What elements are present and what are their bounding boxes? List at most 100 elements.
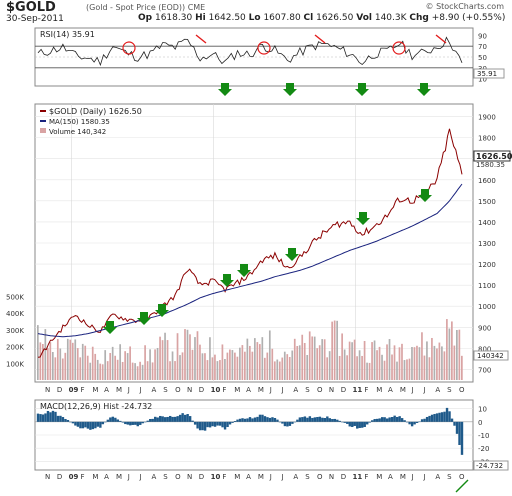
volume-bar [321,339,324,380]
volume-bar [219,360,221,380]
volume-bar [421,332,423,380]
macd-hist-bar [59,415,62,422]
green-arrow-icon [103,321,117,334]
macd-hist-bar [443,411,446,422]
rsi-legend: RSI(14) 35.91 [40,30,95,39]
x-tick-label: M [258,473,264,481]
macd-hist-bar [413,421,416,425]
x-tick-label: O [459,386,465,394]
green-arrow-icon [155,304,169,317]
macd-hist-bar [211,421,214,427]
green-arrow-icon [355,83,369,96]
x-tick-label: M [234,473,240,481]
volume-bar [318,345,321,380]
price-tick-label: 1500 [478,198,496,206]
volume-bar [181,352,184,380]
volume-bar [39,342,42,380]
x-tick-label: A [388,386,393,394]
macd-hist-bar [353,421,356,426]
macd-hist-bar [308,416,312,422]
volume-bar [371,342,373,380]
volume-bar [408,358,411,380]
x-tick-label: 10 [211,473,221,481]
volume-legend: Volume 140,342 [49,128,106,136]
volume-bar [151,362,154,380]
macd-hist-bar [311,417,314,422]
x-tick-label: N [329,473,334,481]
macd-hist-bar [368,421,371,423]
macd-hist-bar [168,415,172,422]
red-circle-mark [122,41,136,55]
red-slash-mark [195,34,207,44]
volume-bar [416,345,418,380]
volume-bar [189,334,191,380]
macd-hist-bar [400,418,404,422]
macd-hist-bar [388,417,391,422]
macd-hist-bar [159,415,162,422]
rsi-value-badge: 35.91 [477,70,497,78]
red-circle-mark [257,41,271,55]
volume-value: 140.3K [374,13,407,23]
volume-bar [51,352,54,380]
annotation-marks [103,34,469,493]
macd-hist-bar [231,421,234,423]
x-tick-label: 09 [69,386,79,394]
volume-bar [91,346,94,380]
volume-bar [144,345,146,380]
x-tick-label: J [411,386,414,394]
x-tick-label: 11 [353,473,363,481]
x-tick-label: M [376,386,382,394]
macd-hist-bar [71,421,75,424]
volume-bar [451,321,453,380]
macd-value-badge: -24.732 [476,462,503,470]
x-tick-label: S [447,386,452,394]
macd-hist-bar [61,417,65,422]
volume-bar [104,350,107,380]
volume-bar [46,348,49,380]
volume-bar [169,361,171,380]
volume-bar [276,359,279,380]
macd-hist-bar [149,419,152,422]
volume-legend-swatch [40,128,46,133]
volume-bar [114,355,117,380]
macd-hist-bar [136,421,139,427]
price-tick-label: 900 [478,324,491,332]
macd-hist-bar [79,421,82,429]
macd-hist-bar [104,421,107,423]
macd-hist-bar [283,421,287,427]
volume-bar [184,329,186,380]
volume-bar [166,340,169,380]
macd-hist-bar [306,417,309,422]
x-tick-label: 11 [353,386,363,394]
volume-bar [109,352,112,380]
macd-hist-bar [228,421,232,425]
macd-hist-bar [313,417,317,422]
volume-bar [393,345,396,380]
high-label: Hi [195,13,206,23]
macd-hist-bar [161,416,164,422]
macd-hist-bar [173,416,177,422]
x-tick-label: F [364,386,368,394]
macd-hist-bar [41,414,45,422]
macd-hist-bar [371,420,374,422]
macd-hist-bar [408,421,411,425]
x-tick-label: A [293,473,298,481]
x-tick-label: O [459,473,465,481]
macd-hist-bar [223,421,227,430]
volume-bar [129,346,131,380]
volume-bar [278,361,281,380]
volume-bar [249,345,251,380]
change-value: +8.90 (+0.55%) [431,13,506,23]
macd-hist-bar [44,413,47,422]
volume-bar [376,350,378,380]
volume-bar [253,338,256,380]
volume-bar [331,321,334,380]
price-tick-label: 1100 [478,282,496,290]
macd-hist-bar [86,421,90,429]
macd-hist-bar [191,420,194,422]
macd-tick-label: 10 [478,406,487,414]
grid-lines [35,45,473,462]
volume-bar [353,339,356,380]
volume-bar [209,337,211,380]
red-slash-mark [314,34,326,44]
